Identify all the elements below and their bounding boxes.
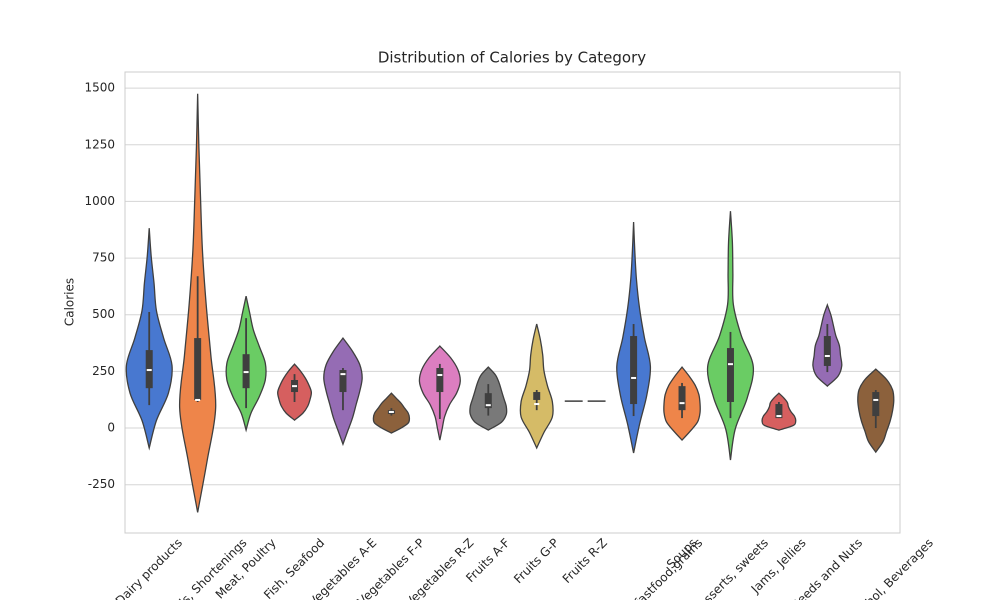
box [484, 393, 492, 409]
chart-title: Distribution of Calories by Category [378, 49, 646, 67]
x-tick-label: Dairy products [113, 536, 185, 600]
box [872, 392, 880, 417]
box [533, 392, 541, 400]
box [775, 404, 783, 419]
box [194, 338, 202, 400]
y-axis-label: Calories [63, 278, 77, 326]
x-tick-label: Fruits G-P [511, 536, 562, 587]
y-tick-label: 1500 [84, 81, 115, 95]
y-tick-label: 750 [92, 251, 115, 265]
box [339, 370, 347, 393]
box [678, 386, 686, 411]
box [630, 336, 638, 405]
box [726, 348, 734, 402]
box [436, 368, 444, 393]
y-tick-label: 1000 [84, 194, 115, 208]
box [823, 336, 831, 366]
y-tick-label: -250 [88, 477, 115, 491]
x-tick-label: Fruits R-Z [560, 536, 610, 586]
y-tick-label: 0 [107, 421, 115, 435]
y-tick-label: 500 [92, 307, 115, 321]
plot-frame [124, 71, 901, 534]
y-tick-label: 1250 [84, 137, 115, 151]
violin [519, 323, 554, 450]
y-tick-label: 250 [92, 364, 115, 378]
